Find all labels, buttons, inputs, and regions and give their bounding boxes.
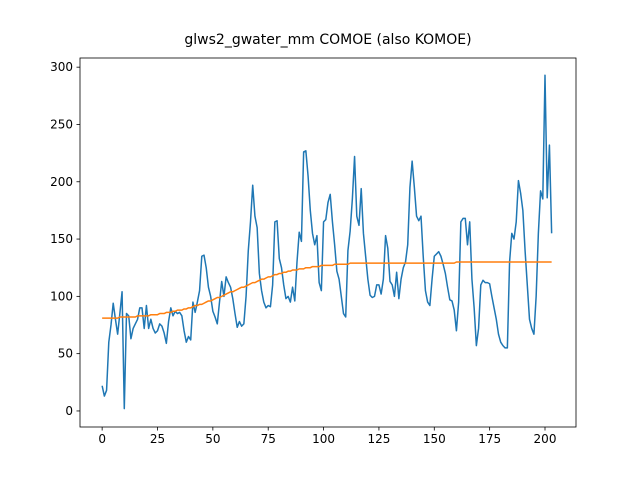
x-tick-label: 125	[367, 432, 390, 446]
y-tick-label: 100	[50, 289, 73, 303]
y-tick-label: 0	[65, 404, 73, 418]
x-tick-label: 75	[261, 432, 276, 446]
x-tick-label: 50	[205, 432, 220, 446]
plot-frame	[79, 57, 577, 428]
line-series	[102, 261, 552, 319]
x-tick-label: 0	[98, 432, 106, 446]
y-tick-label: 150	[50, 232, 73, 246]
line-series	[101, 74, 553, 410]
y-tick-label: 300	[50, 60, 73, 74]
y-tick-label: 50	[58, 347, 73, 361]
x-tick-label: 25	[150, 432, 165, 446]
x-tick-label: 200	[534, 432, 557, 446]
x-tick-label: 100	[312, 432, 335, 446]
y-tick-label: 250	[50, 117, 73, 131]
chart-title: glws2_gwater_mm COMOE (also KOMOE)	[184, 32, 471, 48]
y-tick-label: 200	[50, 175, 73, 189]
x-tick-label: 150	[423, 432, 446, 446]
x-tick-label: 175	[478, 432, 501, 446]
